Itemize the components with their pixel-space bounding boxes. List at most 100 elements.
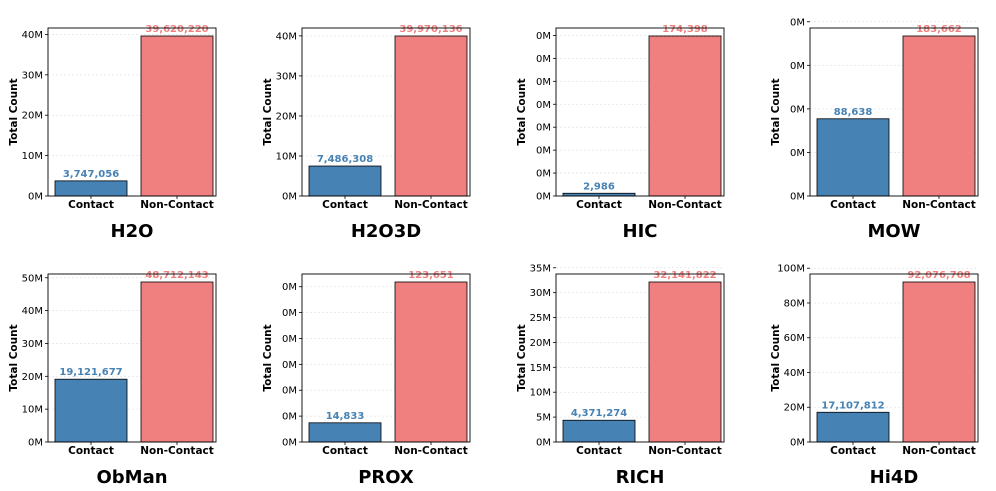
category-label: Contact xyxy=(68,199,114,211)
non-contact-bar xyxy=(140,281,214,443)
bar-value-label: 32,141,822 xyxy=(653,270,716,281)
y-tick-label: 10M xyxy=(22,405,43,416)
chart-title: ObMan xyxy=(96,467,167,488)
category-label: Non-Contact xyxy=(902,199,976,211)
y-tick-label: 0M xyxy=(790,438,805,449)
bar-value-label: 7,486,308 xyxy=(317,154,373,165)
y-tick-label: 0M xyxy=(536,100,551,111)
y-tick-label: 40M xyxy=(22,306,43,317)
contact-bar xyxy=(54,180,128,197)
y-tick-label: 0M xyxy=(536,169,551,180)
category-label: Contact xyxy=(830,199,876,211)
bar-value-label: 39,620,220 xyxy=(145,24,208,35)
y-tick-label: 20M xyxy=(22,111,43,122)
axes-frame xyxy=(809,273,979,443)
y-tick-label: 0M xyxy=(536,77,551,88)
y-tick-label: 20M xyxy=(22,372,43,383)
y-tick-label: 20M xyxy=(276,111,297,122)
non-contact-bar xyxy=(394,35,468,197)
non-contact-bar xyxy=(902,281,976,443)
bar-value-label: 17,107,812 xyxy=(821,400,884,411)
category-label: Contact xyxy=(322,199,368,211)
y-tick-label: 0M xyxy=(282,282,297,293)
bar-value-label: 123,651 xyxy=(408,270,454,281)
chart-title: Hi4D xyxy=(870,467,919,488)
y-tick-label: 40M xyxy=(22,30,43,41)
bar-value-label: 39,970,136 xyxy=(399,24,462,35)
chart-title: H2O3D xyxy=(351,221,421,242)
contact-bar xyxy=(816,118,890,197)
y-tick-label: 10M xyxy=(22,151,43,162)
axes-frame xyxy=(47,27,217,197)
bar-value-label: 92,076,708 xyxy=(907,270,970,281)
y-tick-label: 15M xyxy=(530,363,551,374)
axes-frame xyxy=(809,27,979,197)
bar-value-label: 2,986 xyxy=(583,181,615,192)
y-tick-label: 40M xyxy=(276,31,297,42)
category-label: Non-Contact xyxy=(140,199,214,211)
y-tick-label: 30M xyxy=(530,288,551,299)
chart-title: HIC xyxy=(623,221,658,242)
y-axis-label: Total Count xyxy=(516,78,528,145)
y-tick-label: 0M xyxy=(282,360,297,371)
contact-bar xyxy=(308,165,382,197)
y-axis-label: Total Count xyxy=(770,324,782,391)
y-tick-label: 5M xyxy=(536,413,551,424)
y-axis-label: Total Count xyxy=(770,78,782,145)
chart-hic: 2,986 174,398 0M 0M 0M 0M 0M 0M 0M 0M Contact Non-C… xyxy=(516,24,725,242)
chart-rich: 4,371,274 32,141,822 0M 5M 10M 15M 20M 25M 30M 35… xyxy=(516,263,725,488)
bar-value-label: 14,833 xyxy=(326,411,365,422)
y-tick-label: 0M xyxy=(536,438,551,449)
non-contact-bar xyxy=(902,35,976,197)
y-axis-label: Total Count xyxy=(262,78,274,145)
y-tick-label: 25M xyxy=(530,313,551,324)
y-tick-label: 50M xyxy=(22,273,43,284)
y-axis-label: Total Count xyxy=(8,324,20,391)
category-label: Non-Contact xyxy=(902,445,976,457)
category-label: Non-Contact xyxy=(140,445,214,457)
category-label: Non-Contact xyxy=(394,199,468,211)
y-tick-label: 10M xyxy=(530,388,551,399)
axes-frame xyxy=(555,27,725,197)
y-tick-label: 0M xyxy=(790,61,805,72)
y-tick-label: 0M xyxy=(790,17,805,28)
y-tick-label: 100M xyxy=(777,264,805,275)
non-contact-bar xyxy=(394,281,468,443)
category-label: Contact xyxy=(322,445,368,457)
y-tick-label: 0M xyxy=(790,104,805,115)
y-axis-label: Total Count xyxy=(8,78,20,145)
y-tick-label: 0M xyxy=(282,308,297,319)
chart-h2o3d: 7,486,308 39,970,136 0M 10M 20M 30M 40M Contact… xyxy=(262,24,471,242)
y-tick-label: 20M xyxy=(784,403,805,414)
y-axis-label: Total Count xyxy=(262,324,274,391)
y-tick-label: 40M xyxy=(784,368,805,379)
non-contact-bar xyxy=(648,281,722,443)
category-label: Contact xyxy=(830,445,876,457)
y-tick-label: 35M xyxy=(530,263,551,274)
y-tick-label: 0M xyxy=(282,192,297,203)
contact-bar xyxy=(562,419,636,443)
y-tick-label: 30M xyxy=(276,71,297,82)
y-tick-label: 0M xyxy=(28,192,43,203)
y-tick-label: 0M xyxy=(282,412,297,423)
y-tick-label: 10M xyxy=(276,151,297,162)
chart-prox: 14,833 123,651 0M 0M 0M 0M 0M 0M 0M Contact Non-Co… xyxy=(262,270,471,488)
category-label: Contact xyxy=(68,445,114,457)
bar-value-label: 3,747,056 xyxy=(63,169,119,180)
category-label: Contact xyxy=(576,445,622,457)
bar-value-label: 19,121,677 xyxy=(59,367,122,378)
category-label: Contact xyxy=(576,199,622,211)
axes-frame xyxy=(301,27,471,197)
y-tick-label: 0M xyxy=(790,148,805,159)
y-tick-label: 0M xyxy=(282,334,297,345)
bar-value-label: 183,662 xyxy=(916,24,962,35)
y-tick-label: 0M xyxy=(536,146,551,157)
y-tick-label: 0M xyxy=(536,54,551,65)
y-tick-label: 0M xyxy=(28,438,43,449)
chart-obman: 19,121,677 48,712,143 0M 10M 20M 30M 40M 50M Con… xyxy=(8,270,217,488)
y-tick-label: 80M xyxy=(784,298,805,309)
chart-hi4d: 17,107,812 92,076,708 0M 20M 40M 60M 80M 100M Co… xyxy=(770,264,979,488)
category-label: Non-Contact xyxy=(394,445,468,457)
chart-title: PROX xyxy=(358,467,414,488)
